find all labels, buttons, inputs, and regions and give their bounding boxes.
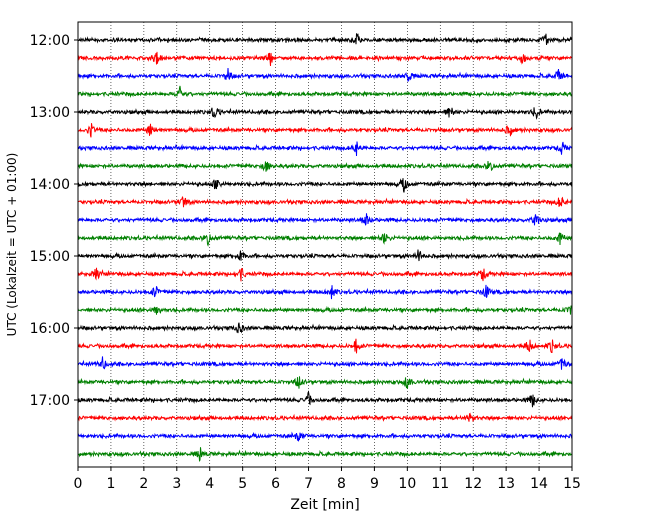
x-tick-label-4: 4 xyxy=(205,476,214,492)
x-axis-label: Zeit [min] xyxy=(290,497,359,513)
trace-1745 xyxy=(77,447,573,462)
x-tick-label-10: 10 xyxy=(398,476,416,492)
x-tick-label-6: 6 xyxy=(271,476,280,492)
x-tick-label-7: 7 xyxy=(304,476,313,492)
x-tick-label-5: 5 xyxy=(238,476,247,492)
trace-1345 xyxy=(77,161,573,172)
trace-1315 xyxy=(77,123,573,138)
x-tick-label-0: 0 xyxy=(74,476,83,492)
y-tick-label-1700: 17:00 xyxy=(30,393,70,409)
y-tick-label-1200: 12:00 xyxy=(30,33,70,49)
grid-lines xyxy=(110,22,540,467)
trace-1245 xyxy=(77,85,573,98)
plot-frame xyxy=(77,21,573,468)
y-tick-label-1500: 15:00 xyxy=(30,249,70,265)
trace-1530 xyxy=(77,284,573,300)
x-tick-label-8: 8 xyxy=(337,476,346,492)
trace-1700 xyxy=(77,390,573,408)
x-axis-ticks: 0 1 2 3 4 5 6 7 8 9 10 11 12 13 14 15 xyxy=(74,467,581,492)
trace-1200 xyxy=(77,33,573,45)
seismogram-traces xyxy=(77,33,573,462)
y-axis-label: UTC (Lokalzeit = UTC + 01:00) xyxy=(5,153,19,337)
trace-1630 xyxy=(77,356,573,370)
trace-1730 xyxy=(77,431,573,442)
x-tick-label-12: 12 xyxy=(464,476,482,492)
trace-1715 xyxy=(77,412,573,423)
trace-1545 xyxy=(77,305,573,315)
trace-1500 xyxy=(77,249,573,262)
trace-1615 xyxy=(77,338,573,354)
trace-1645 xyxy=(77,376,573,389)
trace-1230 xyxy=(77,68,573,82)
trace-1300 xyxy=(77,107,573,120)
trace-1330 xyxy=(77,141,573,156)
x-tick-label-11: 11 xyxy=(431,476,449,492)
trace-1400 xyxy=(77,178,573,193)
x-tick-label-15: 15 xyxy=(563,476,581,492)
y-axis-ticks: 12:00 13:00 14:00 15:00 16:00 17:00 xyxy=(30,33,78,409)
x-tick-label-2: 2 xyxy=(139,476,148,492)
x-tick-label-3: 3 xyxy=(172,476,181,492)
y-tick-label-1400: 14:00 xyxy=(30,177,70,193)
trace-1600 xyxy=(77,322,573,334)
y-tick-label-1300: 13:00 xyxy=(30,105,70,121)
x-tick-label-1: 1 xyxy=(106,476,115,492)
trace-1430 xyxy=(77,213,573,226)
trace-1415 xyxy=(77,196,573,208)
x-tick-label-14: 14 xyxy=(530,476,548,492)
trace-1515 xyxy=(77,267,573,282)
trace-1445 xyxy=(77,232,573,247)
y-tick-label-1600: 16:00 xyxy=(30,321,70,337)
x-tick-label-13: 13 xyxy=(497,476,515,492)
trace-1215 xyxy=(77,51,573,66)
x-tick-label-9: 9 xyxy=(370,476,379,492)
